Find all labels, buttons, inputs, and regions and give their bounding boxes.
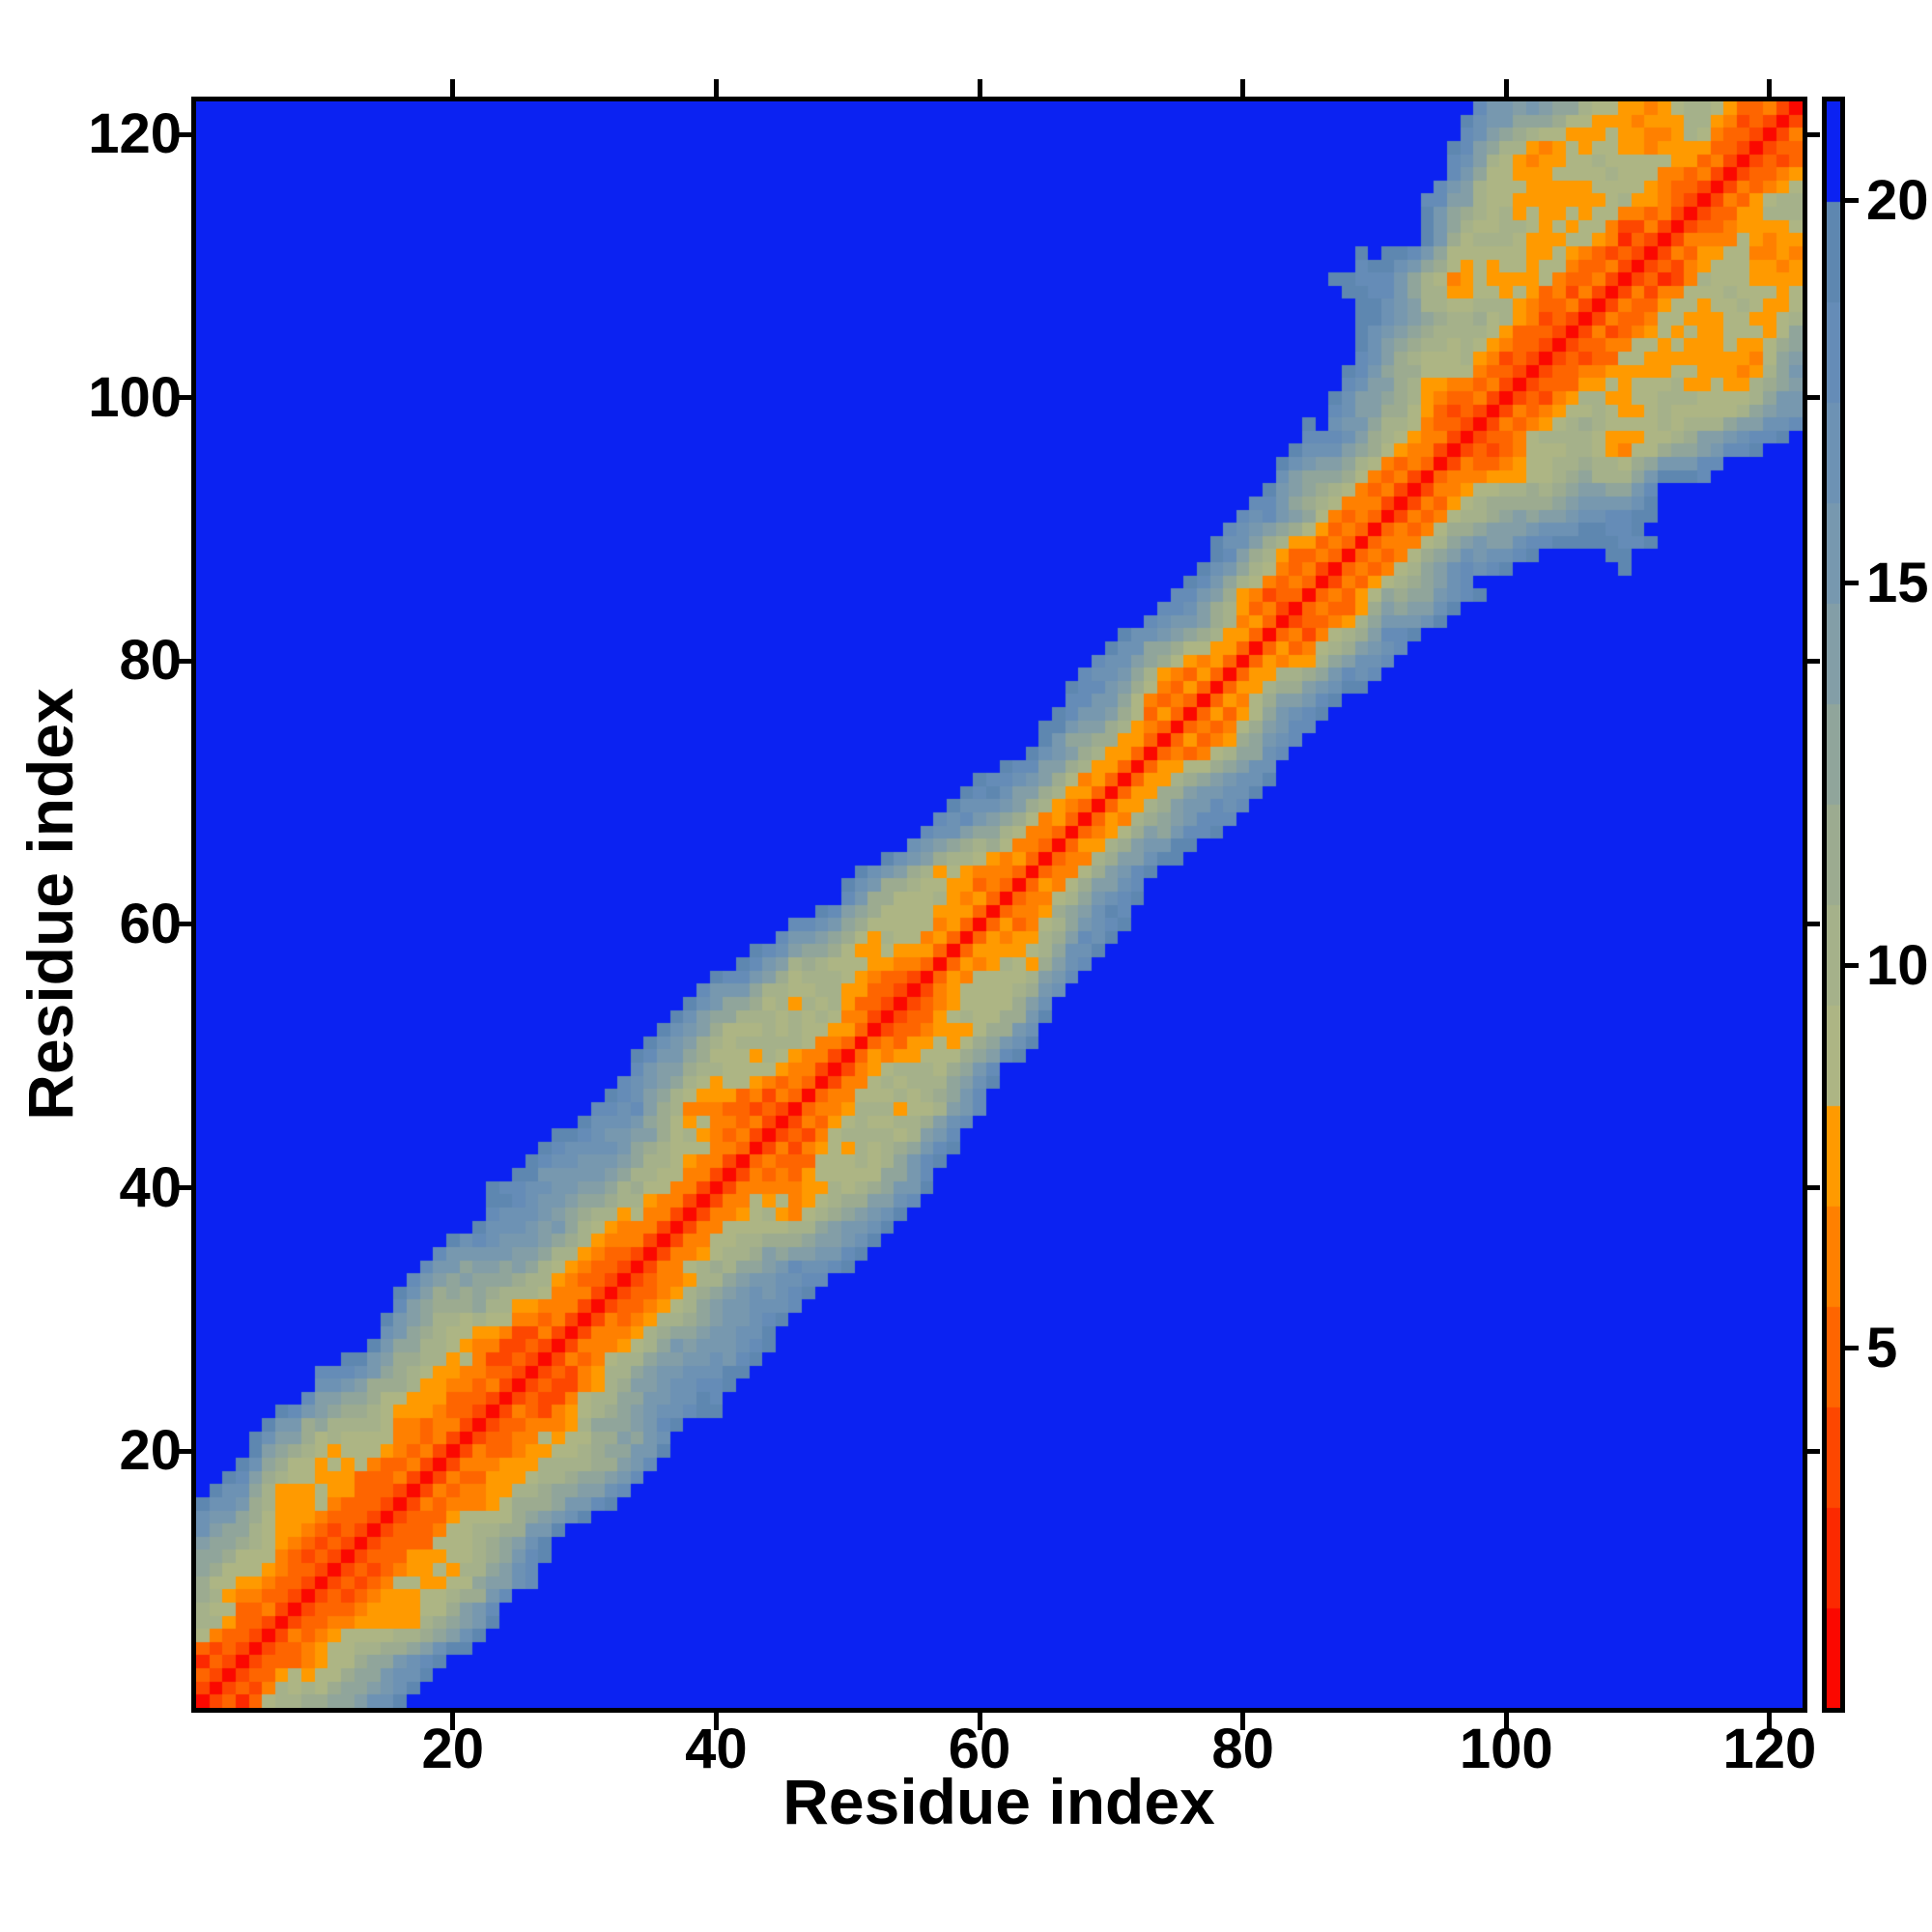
x-axis-top-tick bbox=[713, 79, 719, 97]
y-axis-right-tick bbox=[1807, 922, 1820, 927]
y-axis-right-tick bbox=[1807, 1448, 1820, 1454]
x-tick-label: 20 bbox=[421, 1718, 485, 1780]
x-axis-top-tick bbox=[450, 79, 456, 97]
x-axis-tick bbox=[713, 1713, 719, 1730]
y-axis-right-tick bbox=[1807, 1185, 1820, 1191]
x-axis-tick bbox=[1240, 1713, 1246, 1730]
y-tick-label: 60 bbox=[119, 892, 182, 955]
y-axis-right-tick bbox=[1807, 658, 1820, 664]
x-axis-top-tick bbox=[977, 79, 982, 97]
x-axis-tick bbox=[450, 1713, 456, 1730]
y-axis-right-tick bbox=[1807, 395, 1820, 401]
x-tick-label: 100 bbox=[1459, 1718, 1553, 1780]
colorbar-tick bbox=[1845, 963, 1859, 969]
colorbar-tick-label: 15 bbox=[1866, 551, 1929, 614]
y-axis-right-tick bbox=[1807, 131, 1820, 137]
y-tick-label: 40 bbox=[119, 1155, 182, 1219]
x-axis-top-tick bbox=[1503, 79, 1509, 97]
x-axis-tick bbox=[977, 1713, 982, 1730]
y-tick-label: 100 bbox=[88, 365, 182, 429]
y-tick-label: 120 bbox=[88, 102, 182, 166]
x-axis-tick bbox=[1503, 1713, 1509, 1730]
colorbar-gradient-canvas bbox=[1827, 101, 1840, 1708]
distance-map-canvas bbox=[196, 101, 1803, 1708]
colorbar-tick-label: 20 bbox=[1866, 168, 1929, 232]
heatmap-plot-area bbox=[191, 97, 1807, 1713]
x-tick-label: 40 bbox=[685, 1718, 748, 1780]
y-axis-tick bbox=[174, 131, 191, 137]
y-axis-tick bbox=[174, 658, 191, 664]
x-axis-top-tick bbox=[1240, 79, 1246, 97]
y-tick-label: 80 bbox=[119, 629, 182, 693]
x-axis-title: Residue index bbox=[782, 1766, 1215, 1837]
y-axis-tick bbox=[174, 395, 191, 401]
x-tick-label: 60 bbox=[948, 1718, 1011, 1780]
y-tick-label: 20 bbox=[119, 1419, 182, 1483]
y-axis-tick bbox=[174, 1448, 191, 1454]
colorbar-tick bbox=[1845, 198, 1859, 204]
x-axis-top-tick bbox=[1767, 79, 1773, 97]
y-axis-tick bbox=[174, 922, 191, 927]
colorbar-tick-label: 10 bbox=[1866, 933, 1929, 997]
colorbar bbox=[1822, 97, 1845, 1713]
colorbar-tick-label: 5 bbox=[1866, 1316, 1898, 1379]
y-axis-title: Residue index bbox=[14, 688, 86, 1121]
colorbar-tick bbox=[1845, 1346, 1859, 1351]
y-axis-tick bbox=[174, 1185, 191, 1191]
x-tick-label: 120 bbox=[1722, 1718, 1817, 1780]
x-axis-tick bbox=[1767, 1713, 1773, 1730]
colorbar-tick bbox=[1845, 581, 1859, 586]
x-tick-label: 80 bbox=[1211, 1718, 1274, 1780]
